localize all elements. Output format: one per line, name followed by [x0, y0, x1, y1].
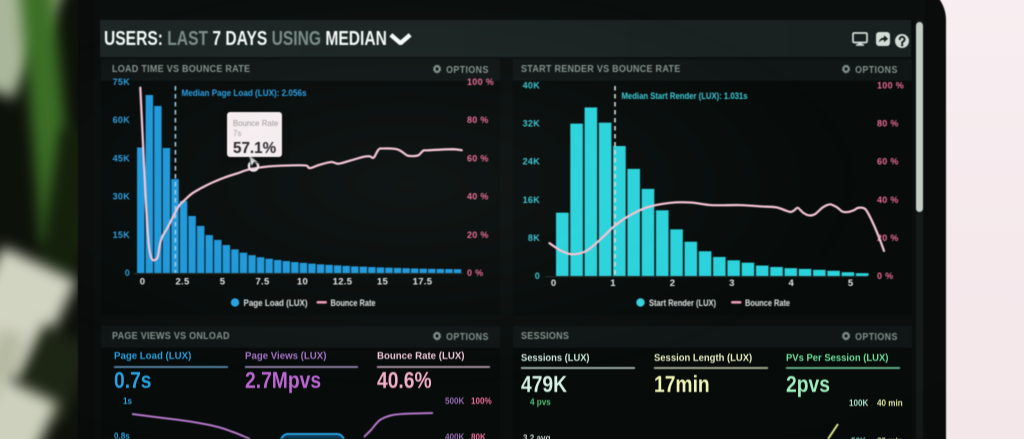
svg-text:0: 0 — [140, 277, 146, 288]
svg-text:2: 2 — [670, 278, 676, 289]
svg-text:1: 1 — [610, 278, 616, 289]
svg-text:32K: 32K — [523, 119, 541, 129]
svg-text:2.5: 2.5 — [175, 277, 190, 288]
svg-text:Page Load (LUX): Page Load (LUX) — [244, 298, 308, 308]
svg-text:45K: 45K — [113, 153, 131, 163]
svg-text:40K: 40K — [523, 81, 541, 91]
svg-text:Start Render (LUX): Start Render (LUX) — [649, 298, 716, 308]
svg-text:10: 10 — [297, 277, 308, 288]
svg-text:15: 15 — [377, 277, 389, 288]
svg-text:Bounce Rate: Bounce Rate — [331, 298, 376, 308]
svg-text:40 %: 40 % — [877, 195, 899, 205]
svg-text:40 %: 40 % — [467, 192, 489, 202]
svg-text:5: 5 — [848, 278, 854, 289]
svg-text:5: 5 — [220, 277, 226, 288]
svg-text:12.5: 12.5 — [333, 277, 353, 288]
svg-text:0 %: 0 % — [877, 271, 893, 281]
svg-text:17.5: 17.5 — [413, 277, 433, 288]
svg-text:0: 0 — [535, 271, 540, 281]
svg-text:15K: 15K — [113, 230, 131, 240]
svg-text:0: 0 — [551, 278, 557, 289]
svg-text:20 %: 20 % — [467, 230, 489, 240]
svg-text:60 %: 60 % — [467, 153, 489, 163]
svg-text:8K: 8K — [528, 233, 540, 243]
svg-text:20 %: 20 % — [877, 233, 899, 243]
svg-text:100 %: 100 % — [877, 81, 904, 91]
svg-text:100 %: 100 % — [467, 78, 494, 87]
svg-text:24K: 24K — [523, 157, 541, 167]
svg-text:60K: 60K — [113, 115, 131, 125]
svg-text:0 %: 0 % — [467, 268, 483, 278]
svg-text:0: 0 — [125, 268, 130, 278]
svg-text:30K: 30K — [113, 192, 131, 202]
svg-text:Median Page Load (LUX): 2.056s: Median Page Load (LUX): 2.056s — [182, 88, 307, 99]
svg-text:75K: 75K — [113, 78, 131, 87]
svg-text:3: 3 — [729, 278, 735, 289]
svg-text:80 %: 80 % — [877, 119, 899, 129]
svg-text:80 %: 80 % — [467, 115, 489, 125]
svg-text:Median Start Render (LUX): 1.0: Median Start Render (LUX): 1.031s — [622, 91, 748, 102]
svg-text:7.5: 7.5 — [255, 277, 270, 288]
svg-text:Bounce Rate: Bounce Rate — [745, 298, 790, 308]
svg-text:4: 4 — [789, 278, 795, 289]
svg-text:16K: 16K — [523, 195, 541, 205]
svg-text:60 %: 60 % — [877, 157, 899, 167]
